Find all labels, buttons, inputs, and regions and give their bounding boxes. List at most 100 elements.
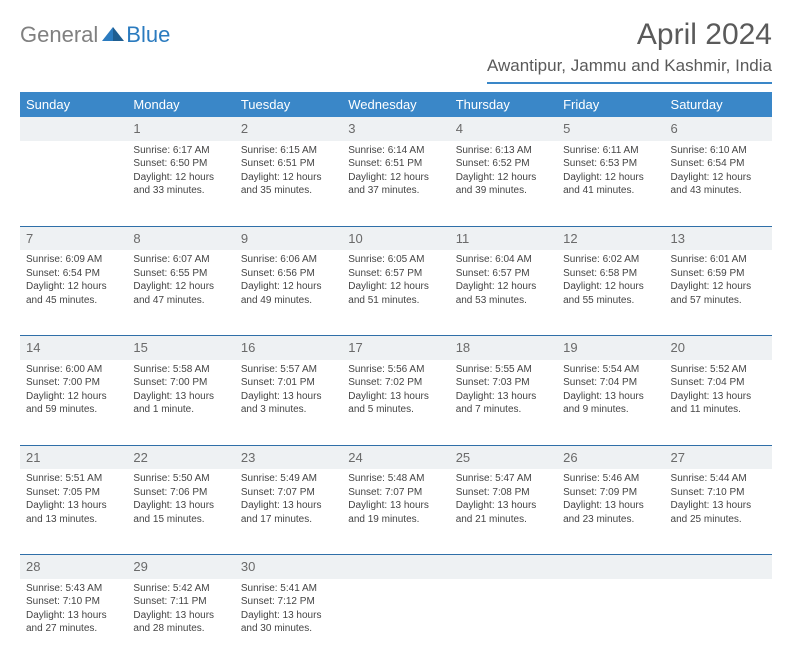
- day-number: 18: [450, 336, 557, 360]
- day-sunrise: Sunrise: 6:17 AM: [133, 144, 228, 158]
- day-sunrise: Sunrise: 6:01 AM: [671, 253, 766, 267]
- header: General Blue April 2024 Awantipur, Jammu…: [20, 18, 772, 84]
- weekday-header: Monday: [127, 92, 234, 117]
- day-cell: Sunrise: 6:14 AMSunset: 6:51 PMDaylight:…: [342, 141, 449, 226]
- day-cell: Sunrise: 5:58 AMSunset: 7:00 PMDaylight:…: [127, 360, 234, 445]
- day-cell: Sunrise: 6:15 AMSunset: 6:51 PMDaylight:…: [235, 141, 342, 226]
- daynum-row: 21222324252627: [20, 445, 772, 469]
- day-day1: Daylight: 12 hours: [456, 280, 551, 294]
- day-day1: Daylight: 12 hours: [671, 280, 766, 294]
- day-sunset: Sunset: 7:12 PM: [241, 595, 336, 609]
- day-sunset: Sunset: 7:00 PM: [133, 376, 228, 390]
- day-number: 3: [342, 117, 449, 141]
- day-sunrise: Sunrise: 5:49 AM: [241, 472, 336, 486]
- day-sunrise: Sunrise: 5:42 AM: [133, 582, 228, 596]
- day-sunrise: Sunrise: 6:10 AM: [671, 144, 766, 158]
- day-number: 5: [557, 117, 664, 141]
- day-sunset: Sunset: 6:59 PM: [671, 267, 766, 281]
- day-cell: Sunrise: 5:41 AMSunset: 7:12 PMDaylight:…: [235, 579, 342, 664]
- day-sunset: Sunset: 7:03 PM: [456, 376, 551, 390]
- day-number: 11: [450, 226, 557, 250]
- day-cell: Sunrise: 5:44 AMSunset: 7:10 PMDaylight:…: [665, 469, 772, 554]
- day-sunrise: Sunrise: 5:51 AM: [26, 472, 121, 486]
- day-cell: Sunrise: 6:11 AMSunset: 6:53 PMDaylight:…: [557, 141, 664, 226]
- day-number: 20: [665, 336, 772, 360]
- day-number: 12: [557, 226, 664, 250]
- day-number: 8: [127, 226, 234, 250]
- day-day2: and 30 minutes.: [241, 622, 336, 636]
- day-cell: Sunrise: 6:02 AMSunset: 6:58 PMDaylight:…: [557, 250, 664, 335]
- weekday-header: Wednesday: [342, 92, 449, 117]
- day-day2: and 47 minutes.: [133, 294, 228, 308]
- day-day1: Daylight: 13 hours: [133, 499, 228, 513]
- day-sunrise: Sunrise: 6:14 AM: [348, 144, 443, 158]
- day-cell: Sunrise: 6:17 AMSunset: 6:50 PMDaylight:…: [127, 141, 234, 226]
- day-sunset: Sunset: 7:09 PM: [563, 486, 658, 500]
- day-day1: Daylight: 12 hours: [241, 171, 336, 185]
- day-day2: and 11 minutes.: [671, 403, 766, 417]
- day-sunrise: Sunrise: 6:06 AM: [241, 253, 336, 267]
- day-number: 28: [20, 555, 127, 579]
- day-number: 16: [235, 336, 342, 360]
- day-sunrise: Sunrise: 5:56 AM: [348, 363, 443, 377]
- day-cell: Sunrise: 6:04 AMSunset: 6:57 PMDaylight:…: [450, 250, 557, 335]
- day-day1: Daylight: 12 hours: [456, 171, 551, 185]
- weekday-header: Saturday: [665, 92, 772, 117]
- daynum-row: 14151617181920: [20, 336, 772, 360]
- day-number: 4: [450, 117, 557, 141]
- daynum-row: 78910111213: [20, 226, 772, 250]
- day-cell: Sunrise: 5:52 AMSunset: 7:04 PMDaylight:…: [665, 360, 772, 445]
- calendar-table: Sunday Monday Tuesday Wednesday Thursday…: [20, 92, 772, 664]
- day-day2: and 37 minutes.: [348, 184, 443, 198]
- weekday-header: Friday: [557, 92, 664, 117]
- day-sunrise: Sunrise: 5:41 AM: [241, 582, 336, 596]
- day-sunrise: Sunrise: 5:57 AM: [241, 363, 336, 377]
- day-day2: and 3 minutes.: [241, 403, 336, 417]
- day-sunset: Sunset: 7:10 PM: [671, 486, 766, 500]
- day-cell: [450, 579, 557, 664]
- day-sunrise: Sunrise: 5:52 AM: [671, 363, 766, 377]
- day-number: 1: [127, 117, 234, 141]
- day-number: 15: [127, 336, 234, 360]
- day-day1: Daylight: 12 hours: [348, 171, 443, 185]
- day-sunset: Sunset: 6:56 PM: [241, 267, 336, 281]
- day-sunset: Sunset: 7:00 PM: [26, 376, 121, 390]
- day-day2: and 15 minutes.: [133, 513, 228, 527]
- day-cell: [557, 579, 664, 664]
- day-sunset: Sunset: 7:05 PM: [26, 486, 121, 500]
- weekday-header: Thursday: [450, 92, 557, 117]
- daynum-row: 123456: [20, 117, 772, 141]
- day-detail-row: Sunrise: 6:00 AMSunset: 7:00 PMDaylight:…: [20, 360, 772, 445]
- day-number: 30: [235, 555, 342, 579]
- day-sunrise: Sunrise: 5:50 AM: [133, 472, 228, 486]
- day-day2: and 1 minute.: [133, 403, 228, 417]
- logo: General Blue: [20, 22, 170, 48]
- day-day2: and 41 minutes.: [563, 184, 658, 198]
- day-day1: Daylight: 13 hours: [348, 390, 443, 404]
- day-day2: and 59 minutes.: [26, 403, 121, 417]
- day-day2: and 53 minutes.: [456, 294, 551, 308]
- day-sunset: Sunset: 7:04 PM: [563, 376, 658, 390]
- day-day1: Daylight: 12 hours: [563, 280, 658, 294]
- day-day1: Daylight: 12 hours: [348, 280, 443, 294]
- day-day2: and 45 minutes.: [26, 294, 121, 308]
- day-sunset: Sunset: 6:55 PM: [133, 267, 228, 281]
- title-block: April 2024 Awantipur, Jammu and Kashmir,…: [487, 18, 772, 84]
- day-sunrise: Sunrise: 5:54 AM: [563, 363, 658, 377]
- day-cell: Sunrise: 5:46 AMSunset: 7:09 PMDaylight:…: [557, 469, 664, 554]
- day-sunset: Sunset: 6:54 PM: [671, 157, 766, 171]
- day-day2: and 19 minutes.: [348, 513, 443, 527]
- day-number: 7: [20, 226, 127, 250]
- day-sunset: Sunset: 7:07 PM: [241, 486, 336, 500]
- day-day1: Daylight: 13 hours: [563, 390, 658, 404]
- logo-icon: [102, 25, 124, 46]
- day-day1: Daylight: 12 hours: [241, 280, 336, 294]
- day-day2: and 17 minutes.: [241, 513, 336, 527]
- day-sunset: Sunset: 7:07 PM: [348, 486, 443, 500]
- day-day2: and 13 minutes.: [26, 513, 121, 527]
- day-day1: Daylight: 12 hours: [133, 280, 228, 294]
- day-sunrise: Sunrise: 6:13 AM: [456, 144, 551, 158]
- day-sunrise: Sunrise: 6:04 AM: [456, 253, 551, 267]
- day-sunset: Sunset: 6:51 PM: [348, 157, 443, 171]
- weekday-header: Tuesday: [235, 92, 342, 117]
